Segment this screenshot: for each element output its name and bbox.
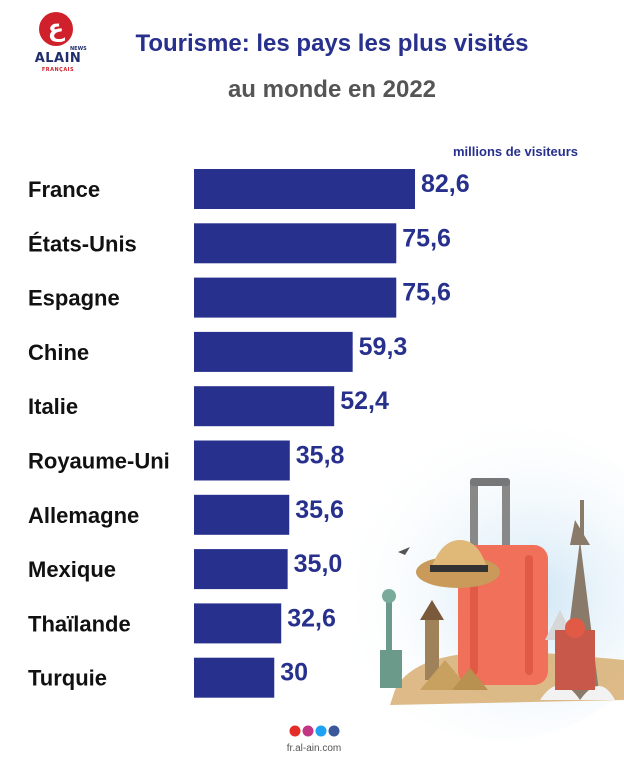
- value-label: 35,8: [296, 442, 345, 470]
- category-label: États-Unis: [28, 231, 137, 256]
- logo-emblem: ع: [39, 12, 73, 46]
- category-label: Turquie: [28, 666, 107, 691]
- logo-sub: FRANÇAIS: [41, 67, 75, 73]
- value-label: 32,6: [287, 604, 336, 632]
- bar: [194, 223, 397, 264]
- value-label: 75,6: [402, 224, 451, 252]
- category-label: Thaïlande: [28, 611, 131, 636]
- chart-title: Tourisme: les pays les plus visités: [135, 30, 529, 57]
- bar: [194, 549, 288, 590]
- bar-group: France 82,6 États-Unis 75,6 Espagne 75,6 Chine…: [28, 169, 470, 698]
- footer-url[interactable]: fr.al-ain.com: [287, 743, 341, 754]
- category-label: Allemagne: [28, 503, 139, 528]
- category-label: Espagne: [28, 286, 120, 311]
- category-label: France: [28, 177, 100, 202]
- category-label: Royaume-Uni: [28, 449, 170, 474]
- unit-label: millions de visiteurs: [453, 144, 578, 159]
- youtube-icon[interactable]: [289, 725, 301, 737]
- value-label: 82,6: [421, 170, 470, 198]
- facebook-icon[interactable]: [328, 725, 340, 737]
- chart-subtitle: au monde en 2022: [227, 76, 437, 103]
- bar: [194, 494, 290, 535]
- category-label: Mexique: [28, 557, 116, 582]
- instagram-icon[interactable]: [302, 725, 314, 737]
- value-label: 52,4: [340, 387, 389, 415]
- bar: [194, 386, 335, 427]
- logo-tag: NEWS: [70, 46, 87, 52]
- brand-logo: ع NEWS ALAIN FRANÇAIS: [22, 10, 92, 80]
- bar: [194, 331, 353, 372]
- value-label: 75,6: [402, 279, 451, 307]
- twitter-icon[interactable]: [315, 725, 327, 737]
- social-icons: [289, 725, 340, 737]
- value-label: 59,3: [359, 333, 408, 361]
- category-label: Chine: [28, 340, 89, 365]
- bar: [194, 657, 275, 698]
- bar: [194, 603, 282, 644]
- category-label: Italie: [28, 394, 78, 419]
- value-label: 35,0: [294, 550, 343, 578]
- bar: [194, 277, 397, 318]
- bar: [194, 440, 290, 481]
- bar: [194, 169, 415, 209]
- logo-name: ALAIN: [34, 51, 82, 66]
- travel-illustration: [330, 420, 624, 740]
- value-label: 30: [280, 659, 308, 687]
- value-label: 35,6: [295, 496, 344, 524]
